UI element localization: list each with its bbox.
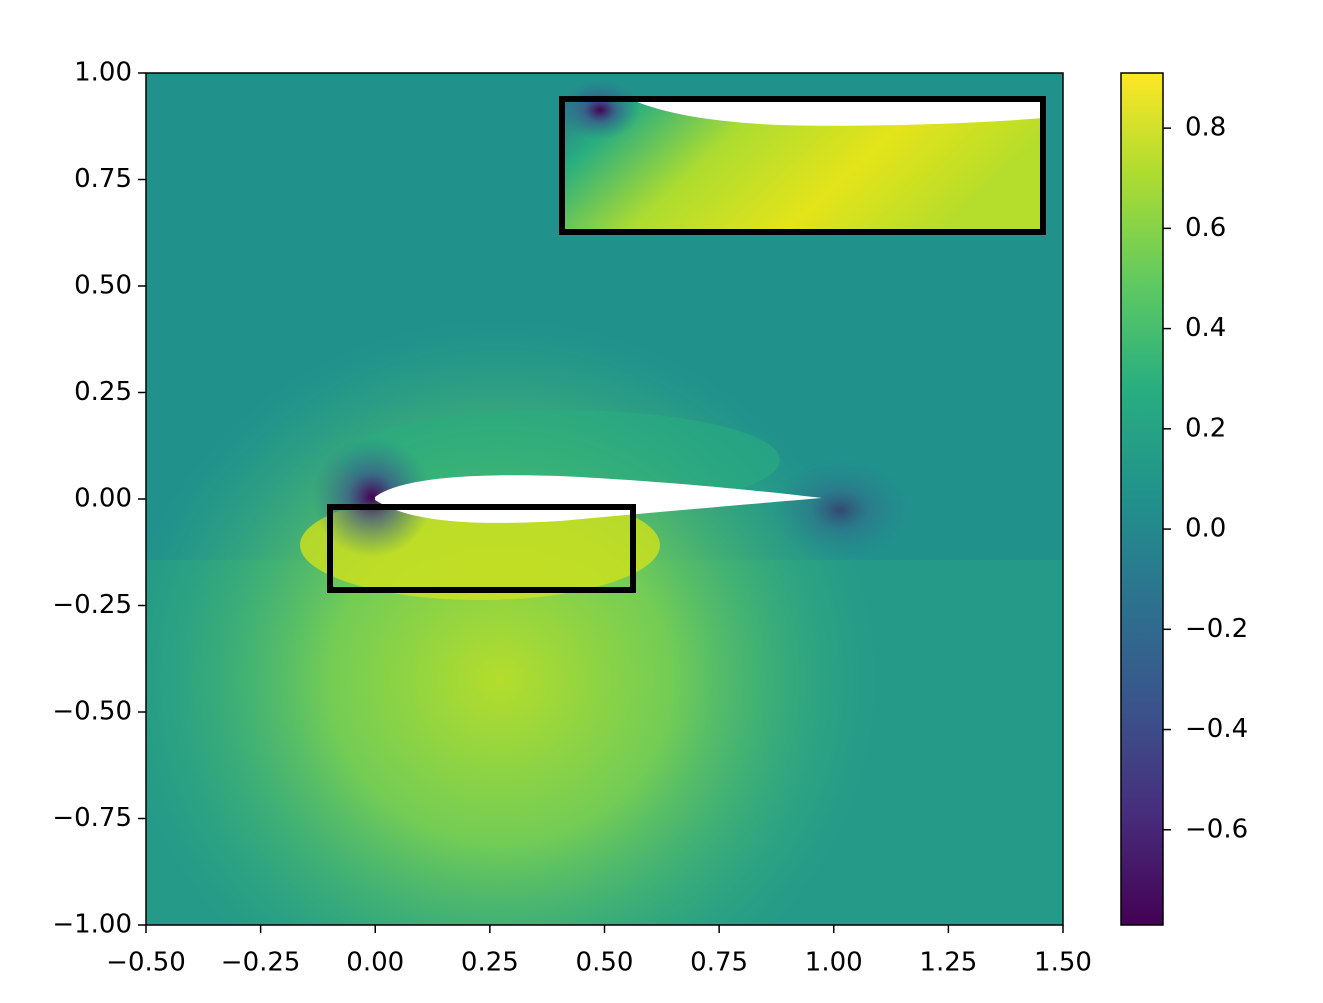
zoom-box [327, 504, 636, 593]
colorbar-tick-label: −0.6 [1185, 814, 1248, 844]
colorbar-tick-label: 0.8 [1185, 113, 1226, 143]
y-tick-label: −0.75 [52, 803, 132, 833]
colorbar-tick-label: −0.4 [1185, 714, 1248, 744]
colorbar-tick-label: 0.0 [1185, 514, 1226, 544]
x-tick-label: 1.50 [1034, 948, 1092, 978]
y-tick-label: 1.00 [74, 58, 132, 88]
x-tick-label: 0.00 [346, 948, 404, 978]
x-tick-label: 0.25 [461, 948, 519, 978]
y-tick-label: 0.50 [74, 271, 132, 301]
colorbar-tick-label: 0.6 [1185, 213, 1226, 243]
zoom-box [559, 96, 1046, 235]
x-tick-label: 0.75 [690, 948, 748, 978]
y-tick-label: −0.50 [52, 697, 132, 727]
y-tick-label: −0.25 [52, 590, 132, 620]
field [146, 73, 1063, 925]
x-tick-label: −0.50 [106, 948, 186, 978]
x-tick-label: 1.00 [805, 948, 863, 978]
x-tick-label: 1.25 [919, 948, 977, 978]
colorbar-tick-label: 0.4 [1185, 313, 1226, 343]
x-tick-label: −0.25 [221, 948, 301, 978]
x-tick-label: 0.50 [576, 948, 634, 978]
y-tick-label: 0.25 [74, 377, 132, 407]
y-tick-label: 0.00 [74, 484, 132, 514]
colorbar-tick-label: 0.2 [1185, 413, 1226, 443]
colorbar-tick-label: −0.2 [1185, 614, 1248, 644]
y-tick-label: −1.00 [52, 910, 132, 940]
y-tick-label: 0.75 [74, 164, 132, 194]
colorbar [1120, 72, 1164, 926]
